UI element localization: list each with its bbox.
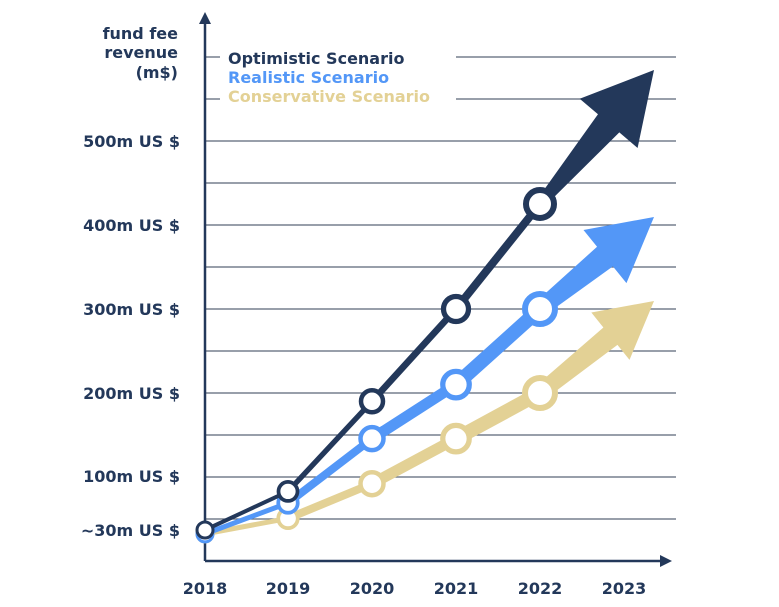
realistic-line-segment xyxy=(366,379,462,445)
realistic-line-segment xyxy=(449,302,547,392)
y-tick-label: ~30m US $ xyxy=(81,521,180,540)
optimistic-point-2021 xyxy=(440,293,472,325)
conservative-point-2020 xyxy=(358,469,386,498)
optimistic-point-2022 xyxy=(523,187,557,221)
realistic-line-segment xyxy=(202,500,291,537)
x-tick-label: 2020 xyxy=(350,579,395,598)
optimistic-line-segment xyxy=(368,305,460,405)
optimistic-point-2019 xyxy=(276,480,300,503)
realistic-point-2022 xyxy=(522,291,558,327)
conservative-line-segment xyxy=(284,479,376,523)
optimistic-line-segment xyxy=(203,489,290,532)
conservative-arrow xyxy=(534,301,654,400)
legend-item-conservative: Conservative Scenario xyxy=(228,87,430,106)
y-tick-label: 100m US $ xyxy=(83,467,180,486)
axes xyxy=(199,12,672,567)
legend: Optimistic Scenario Realistic Scenario C… xyxy=(220,44,456,108)
realistic-point-2021 xyxy=(440,368,472,401)
realistic-point-2020 xyxy=(358,424,386,453)
y-axis-arrow xyxy=(199,12,211,24)
x-tick-label: 2023 xyxy=(602,579,647,598)
realistic-line-segment xyxy=(284,434,376,507)
y-tick-label: 300m US $ xyxy=(83,300,180,319)
realistic-arrow xyxy=(534,217,654,316)
y-axis-title-line-1: fund fee xyxy=(103,24,179,43)
y-tick-labels: ~30m US $ 100m US $ 200m US $ 300m US $ 400m… xyxy=(81,132,180,540)
y-tick-label: 500m US $ xyxy=(83,132,180,151)
legend-item-realistic: Realistic Scenario xyxy=(228,68,389,87)
x-tick-label: 2018 xyxy=(183,579,228,598)
x-tick-label: 2021 xyxy=(434,579,479,598)
legend-item-optimistic: Optimistic Scenario xyxy=(228,49,404,68)
x-tick-label: 2019 xyxy=(266,579,311,598)
y-axis-title-line-3: (m$) xyxy=(136,63,178,82)
conservative-point-2021 xyxy=(440,422,472,455)
optimistic-arrow xyxy=(536,70,654,208)
x-tick-label: 2022 xyxy=(518,579,563,598)
conservative-line-segment xyxy=(366,433,462,490)
legend-background xyxy=(220,44,456,108)
y-axis-title: fund fee revenue (m$) xyxy=(103,24,179,82)
y-tick-label: 400m US $ xyxy=(83,216,180,235)
x-axis-arrow xyxy=(660,555,672,567)
optimistic-line-segment xyxy=(452,200,544,313)
conservative-point-2022 xyxy=(522,375,558,411)
optimistic-line-segment xyxy=(285,398,375,495)
x-tick-labels: 2018 2019 2020 2021 2022 2023 xyxy=(183,579,647,598)
optimistic-point-2020 xyxy=(358,388,386,415)
y-axis-title-line-2: revenue xyxy=(104,43,178,62)
series-lines xyxy=(195,70,654,544)
optimistic-point-2018 xyxy=(195,520,215,540)
y-tick-label: 200m US $ xyxy=(83,384,180,403)
